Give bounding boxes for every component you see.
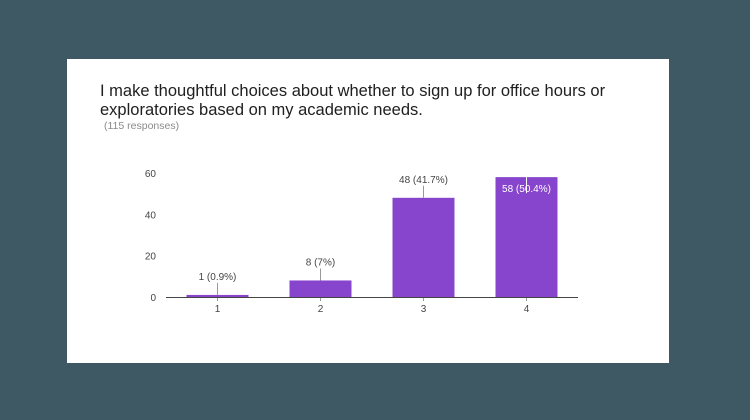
x-tick-label: 4 bbox=[524, 304, 530, 315]
response-count: (115 responses) bbox=[104, 120, 180, 132]
bar bbox=[186, 294, 249, 297]
bar bbox=[495, 177, 558, 297]
bar bbox=[289, 280, 352, 297]
chart-title: I make thoughtful choices about whether … bbox=[100, 82, 606, 119]
bar-chart: 0 20 40 60 1 (0.9%) 1 8 (7%) 2 48 (41.7%) 3 58 (50… bbox=[145, 169, 578, 315]
bar bbox=[392, 197, 455, 297]
data-label: 48 (41.7%) bbox=[399, 175, 448, 186]
y-tick-label: 40 bbox=[145, 210, 157, 221]
y-tick-label: 60 bbox=[145, 169, 157, 180]
x-tick-label: 1 bbox=[215, 304, 221, 315]
chart-card: I make thoughtful choices about whether … bbox=[67, 59, 669, 363]
y-tick-label: 0 bbox=[150, 293, 156, 304]
data-label: 8 (7%) bbox=[306, 257, 335, 268]
data-label: 1 (0.9%) bbox=[199, 272, 237, 283]
y-tick-label: 20 bbox=[145, 252, 157, 263]
data-label: 58 (50.4%) bbox=[502, 184, 551, 195]
x-tick-label: 3 bbox=[421, 304, 427, 315]
x-tick-label: 2 bbox=[318, 304, 324, 315]
